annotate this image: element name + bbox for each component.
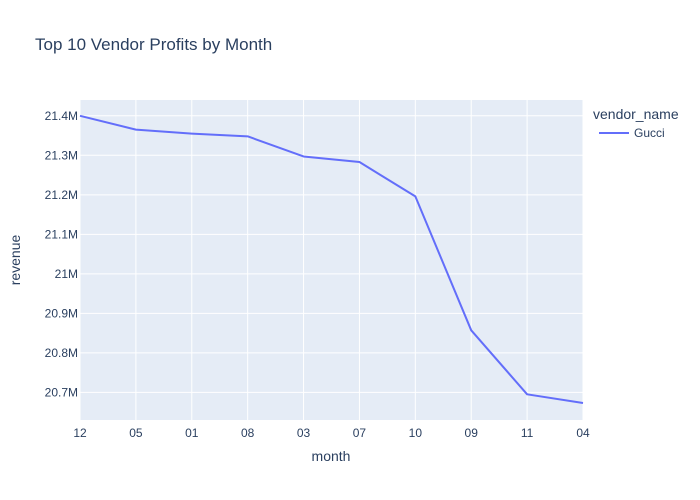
chart-title: Top 10 Vendor Profits by Month	[35, 35, 272, 54]
x-tick-label: 04	[576, 426, 590, 440]
y-tick-label: 20.7M	[45, 385, 78, 399]
y-axis-title: revenue	[7, 234, 23, 285]
x-tick-label: 11	[521, 426, 534, 440]
x-tick-label: 10	[409, 426, 423, 440]
x-tick-label: 05	[129, 426, 143, 440]
legend[interactable]: vendor_name Gucci	[593, 106, 679, 140]
y-tick-label: 20.9M	[45, 306, 78, 320]
x-axis-title: month	[312, 448, 351, 464]
x-tick-label: 09	[465, 426, 479, 440]
x-tick-label: 03	[297, 426, 311, 440]
y-tick-label: 21.2M	[45, 188, 78, 202]
series-line-gucci[interactable]	[79, 114, 584, 405]
series-group	[79, 114, 584, 405]
y-tick-label: 21M	[55, 267, 78, 281]
legend-item-gucci[interactable]: Gucci	[634, 126, 665, 140]
legend-title: vendor_name	[593, 106, 679, 122]
plot-area	[80, 100, 583, 420]
x-tick-label: 08	[241, 426, 255, 440]
x-axis-ticks: 12 05 01 08 03 07 10 09 11 04	[73, 426, 590, 440]
y-tick-label: 21.4M	[45, 109, 78, 123]
x-tick-label: 12	[73, 426, 87, 440]
y-tick-label: 21.1M	[45, 227, 78, 241]
x-tick-label: 07	[353, 426, 367, 440]
y-tick-label: 20.8M	[45, 346, 78, 360]
y-axis-ticks: 20.7M 20.8M 20.9M 21M 21.1M 21.2M 21.3M 21.4M	[45, 109, 78, 400]
x-tick-label: 01	[185, 426, 199, 440]
y-tick-label: 21.3M	[45, 148, 78, 162]
gridlines	[79, 100, 584, 420]
